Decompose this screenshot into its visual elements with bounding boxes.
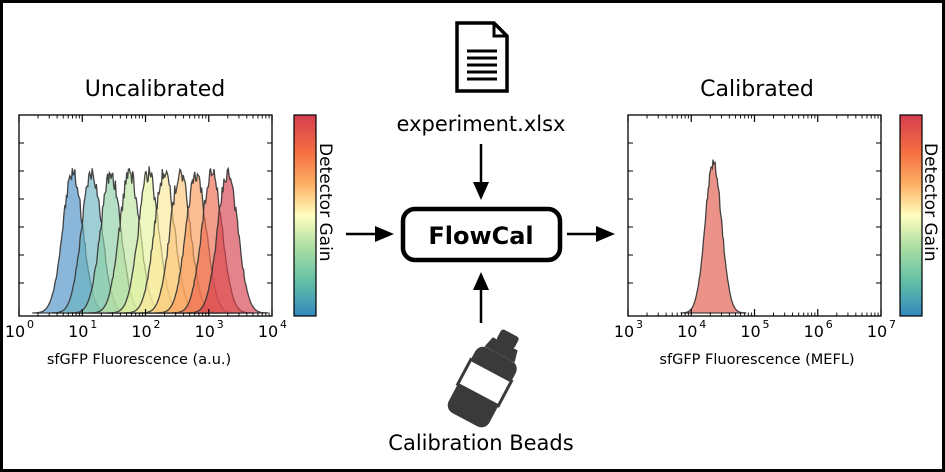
x-tick-label: 10 [867, 322, 887, 341]
document-icon [455, 21, 509, 93]
x-tick-label: 10 [677, 322, 697, 341]
right-histogram-plot: 10 3 10 4 10 5 10 6 10 7 [614, 114, 896, 341]
x-tick-exponent: 5 [763, 318, 770, 331]
left-x-axis-label: sfGFP Fluorescence (a.u.) [47, 352, 231, 368]
x-tick-label: 10 [131, 322, 151, 341]
left-histogram-plot: 10 0 10 1 10 2 10 3 10 4 [5, 114, 287, 341]
right-x-axis-label: sfGFP Fluorescence (MEFL) [659, 352, 854, 368]
histogram-series-10 [187, 166, 269, 314]
right-plot-frame [627, 114, 882, 317]
input-file-label: experiment.xlsx [397, 112, 566, 136]
x-tick-exponent: 4 [280, 318, 287, 331]
arrows [346, 144, 615, 323]
x-tick-exponent: 0 [27, 318, 34, 331]
x-tick-exponent: 3 [217, 318, 224, 331]
left-histogram-series [32, 166, 269, 314]
left-y-ticks [19, 142, 272, 284]
flowcal-label: FlowCal [428, 222, 533, 250]
x-tick-label: 10 [258, 322, 278, 341]
flowcal-box [400, 206, 563, 263]
x-tick-exponent: 2 [154, 318, 161, 331]
right-colorbar-label: Detector Gain [920, 143, 940, 262]
x-tick-label: 10 [195, 322, 215, 341]
right-title: Calibrated [700, 77, 814, 102]
x-tick-exponent: 6 [826, 318, 833, 331]
figure-canvas: Uncalibrated 10 0 10 1 10 2 10 3 10 4 sfGFP Fluor… [5, 21, 940, 455]
right-x-ticks: 10 3 10 4 10 5 10 6 10 7 [614, 115, 896, 341]
bead-bottle-icon [447, 329, 519, 428]
histogram-series-1 [680, 159, 747, 314]
x-tick-exponent: 7 [889, 318, 896, 331]
x-tick-exponent: 3 [636, 318, 643, 331]
right-y-ticks [628, 142, 881, 284]
left-title: Uncalibrated [85, 77, 225, 102]
right-colorbar [899, 114, 923, 317]
right-histogram-series [680, 159, 747, 314]
beads-label: Calibration Beads [388, 431, 573, 455]
x-tick-label: 10 [5, 322, 25, 341]
x-tick-label: 10 [740, 322, 760, 341]
left-colorbar-label: Detector Gain [315, 143, 335, 262]
left-x-ticks: 10 0 10 1 10 2 10 3 10 4 [5, 115, 287, 341]
x-tick-label: 10 [614, 322, 634, 341]
x-tick-exponent: 4 [699, 318, 706, 331]
x-tick-label: 10 [804, 322, 824, 341]
x-tick-label: 10 [68, 322, 88, 341]
left-colorbar [293, 114, 317, 317]
x-tick-exponent: 1 [90, 318, 97, 331]
